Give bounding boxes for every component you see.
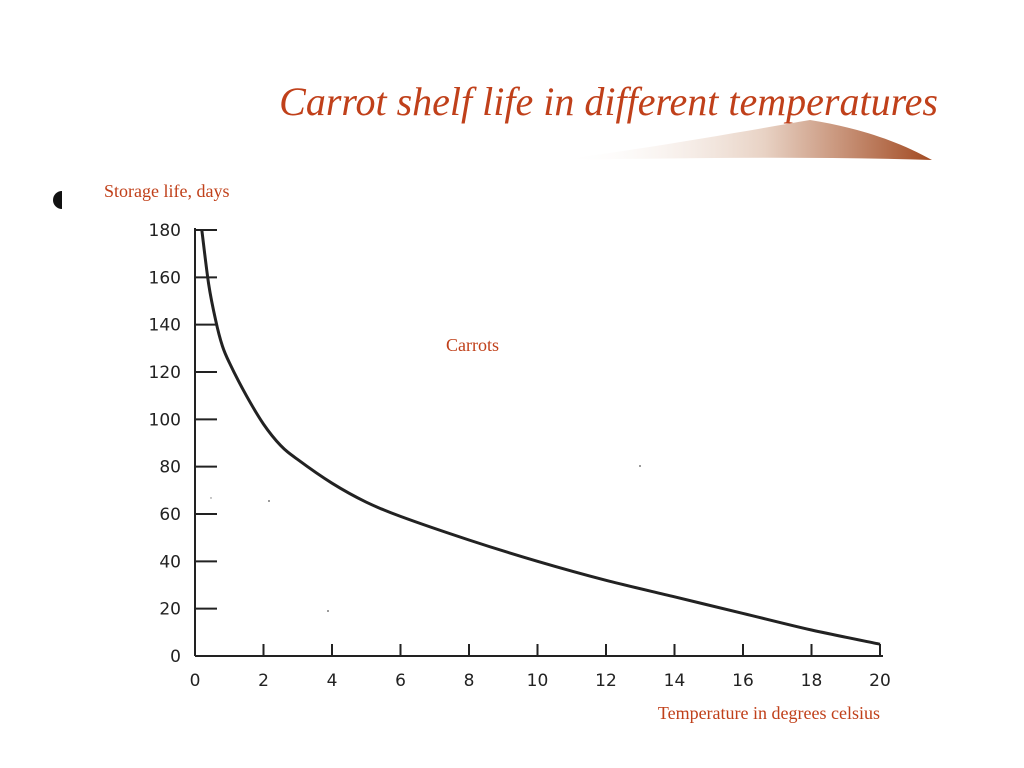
x-tick-label: 0 bbox=[190, 671, 201, 691]
y-tick-label: 40 bbox=[159, 552, 181, 572]
x-tick-label: 16 bbox=[732, 671, 754, 691]
x-tick-label: 14 bbox=[664, 671, 686, 691]
page-title: Carrot shelf life in different temperatu… bbox=[279, 79, 938, 124]
scan-speckles bbox=[210, 465, 641, 612]
series-annotation: Carrots bbox=[446, 335, 499, 355]
title-underline-swoosh bbox=[560, 120, 932, 160]
y-tick-label: 160 bbox=[149, 268, 181, 288]
x-tick-label: 10 bbox=[527, 671, 549, 691]
x-tick-label: 20 bbox=[869, 671, 891, 691]
y-tick-label: 80 bbox=[159, 458, 181, 478]
x-tick-label: 6 bbox=[395, 671, 406, 691]
y-tick-label: 140 bbox=[149, 316, 181, 336]
y-tick-label: 60 bbox=[159, 505, 181, 525]
y-axis-label: Storage life, days bbox=[104, 181, 229, 201]
x-axis-label: Temperature in degrees celsius bbox=[658, 703, 880, 723]
y-tick-label: 20 bbox=[159, 600, 181, 620]
y-tick-label: 180 bbox=[149, 221, 181, 241]
y-tick-label: 100 bbox=[149, 410, 181, 430]
x-tick-label: 12 bbox=[595, 671, 617, 691]
x-tick-label: 4 bbox=[327, 671, 338, 691]
y-tick-label: 0 bbox=[170, 647, 181, 667]
bullet-icon bbox=[53, 191, 62, 209]
x-tick-label: 2 bbox=[258, 671, 269, 691]
y-tick-label: 120 bbox=[149, 363, 181, 383]
carrots-series-line bbox=[200, 229, 881, 646]
x-tick-label: 18 bbox=[801, 671, 823, 691]
x-tick-label: 8 bbox=[464, 671, 475, 691]
